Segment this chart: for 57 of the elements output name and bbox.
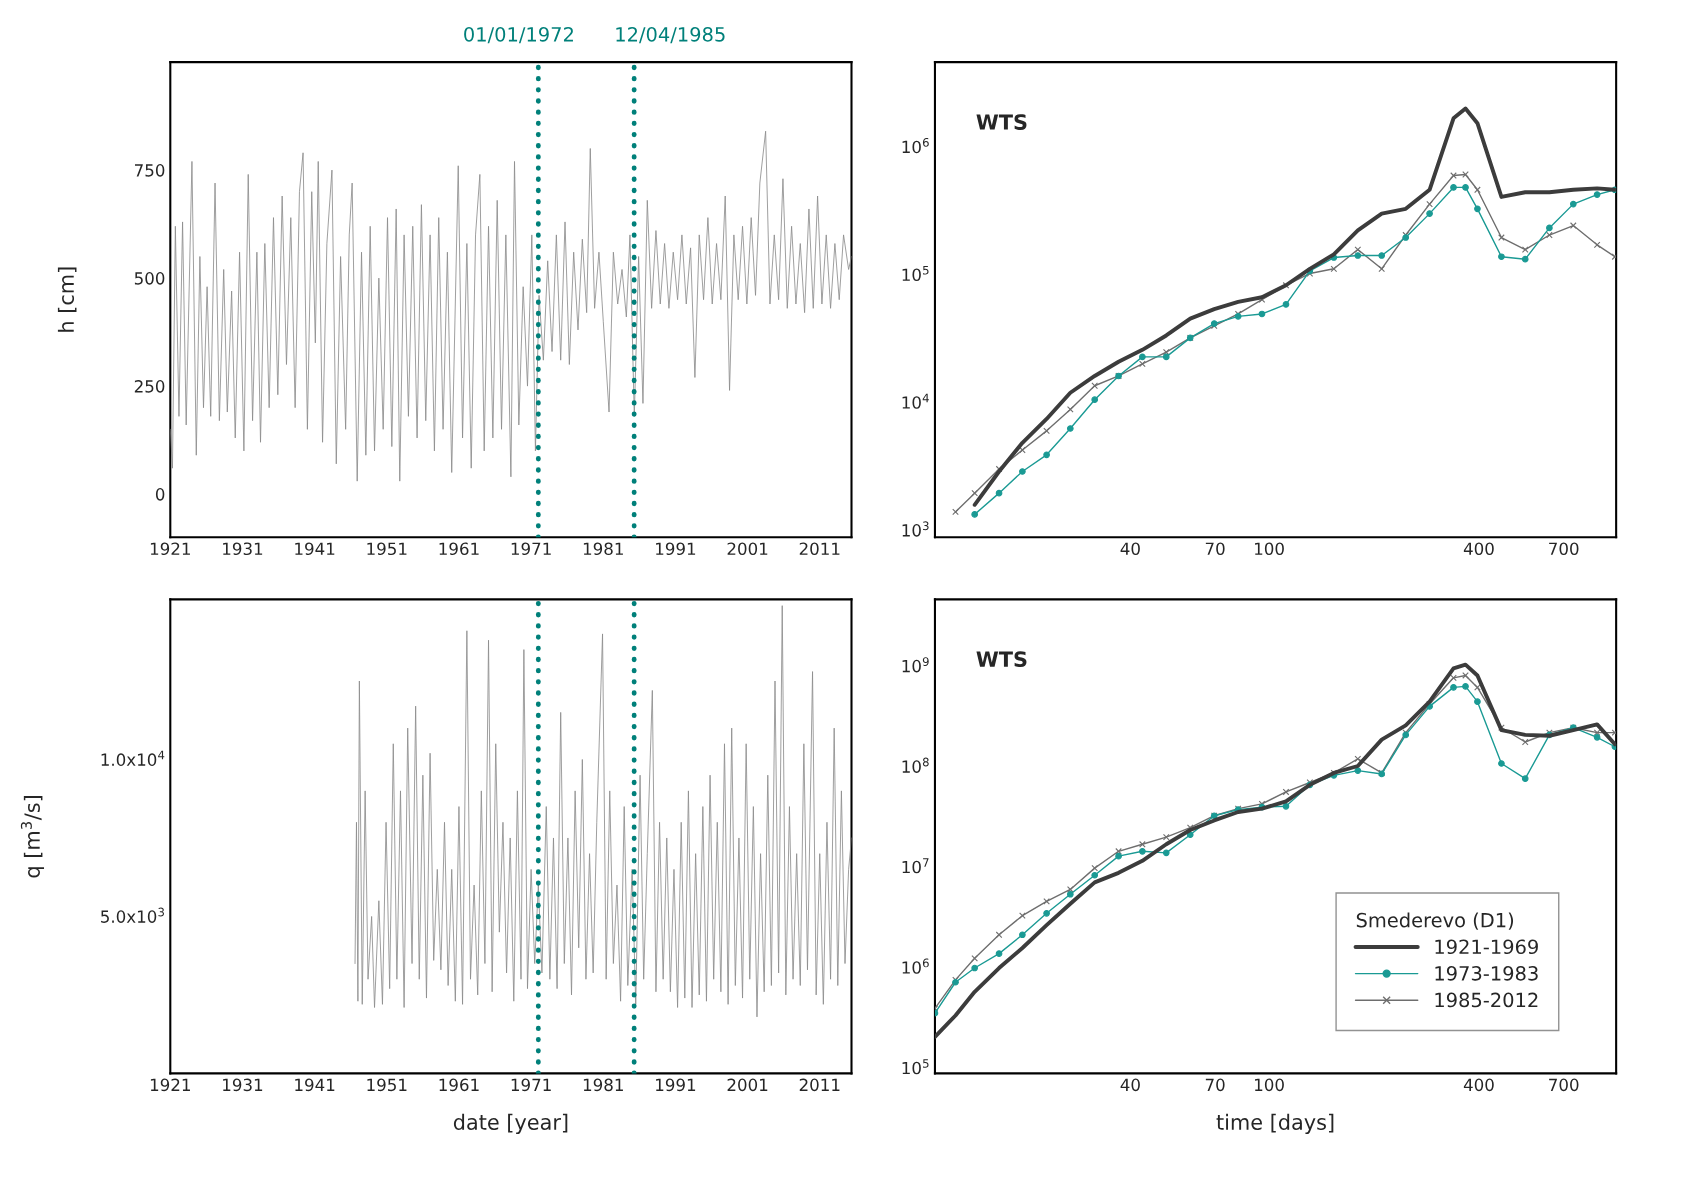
x-tick-label: 70 (1205, 1078, 1225, 1092)
x-tick-label: 1981 (583, 542, 623, 556)
x-tick-label: 1961 (439, 1078, 479, 1092)
x-tick-label: 1941 (295, 1078, 335, 1092)
y-tick-label: 10$^{6}$ (902, 137, 929, 154)
x-tick-label: 40 (1120, 1078, 1140, 1092)
y-tick-label: 5.0x10$^{3}$ (101, 907, 164, 923)
y-tick-label: 1.0x10$^{4}$ (101, 750, 165, 766)
x-axis-title: time [days] (1216, 1113, 1334, 1134)
x-tick-label: 2011 (799, 1078, 840, 1092)
y-tick-label: 10$^{3}$ (902, 521, 929, 537)
x-tick-label: 1991 (656, 542, 696, 556)
y-tick-label: 250 (134, 380, 165, 393)
y-tick-label: 10$^{6}$ (902, 958, 929, 974)
x-tick-label: 100 (1255, 542, 1284, 556)
y-tick-label: 0 (155, 488, 165, 501)
y-tick-label: 10$^{5}$ (902, 265, 929, 282)
annotation: WTS (976, 651, 1027, 668)
x-tick-label: 1931 (223, 542, 263, 556)
annotation: WTS (976, 114, 1027, 130)
x-tick-label: 1921 (150, 542, 190, 556)
ref-line-label: 12/04/1985 (616, 26, 725, 44)
x-tick-label: 2001 (727, 1078, 768, 1092)
x-tick-label: 1961 (439, 542, 479, 556)
x-tick-label: 700 (1549, 542, 1579, 556)
y-tick-label: 10$^{4}$ (902, 393, 929, 409)
y-tick-label: 10$^{9}$ (902, 657, 929, 673)
legend-title: Smederevo (D1) (1356, 912, 1514, 930)
x-tick-label: 70 (1205, 542, 1225, 556)
y-tick-label: 500 (134, 272, 165, 285)
legend-label: 1973-1983 (1435, 965, 1538, 981)
x-tick-label: 1971 (511, 1078, 551, 1092)
y-axis-title: h [cm] (57, 267, 77, 332)
x-tick-label: 1981 (583, 1078, 623, 1092)
x-tick-label: 1971 (511, 542, 551, 556)
x-tick-label: 400 (1463, 1078, 1494, 1092)
x-tick-label: 1941 (295, 542, 335, 556)
x-tick-label: 100 (1255, 1078, 1284, 1092)
legend-label: 1985-2012 (1435, 992, 1538, 1008)
x-tick-label: 40 (1120, 542, 1140, 556)
x-tick-label: 1931 (223, 1078, 263, 1092)
ref-line-label: 01/01/1972 (464, 26, 573, 44)
x-tick-label: 1921 (150, 1078, 190, 1092)
x-tick-label: 2011 (799, 542, 840, 556)
x-tick-label: 1991 (656, 1078, 696, 1092)
x-tick-label: 700 (1549, 1078, 1579, 1092)
y-tick-label: 10$^{7}$ (902, 858, 929, 874)
x-axis-title: date [year] (453, 1113, 568, 1134)
y-tick-label: 10$^{5}$ (902, 1059, 929, 1075)
x-tick-label: 400 (1463, 542, 1494, 556)
legend-label: 1921-1969 (1435, 939, 1538, 955)
y-axis-title: q [m$^{3}$/s] (20, 796, 45, 878)
x-tick-label: 2001 (727, 542, 768, 556)
x-tick-label: 1951 (367, 542, 407, 556)
y-tick-label: 10$^{8}$ (902, 757, 929, 773)
y-tick-label: 750 (134, 164, 165, 177)
x-tick-label: 1951 (367, 1078, 407, 1092)
